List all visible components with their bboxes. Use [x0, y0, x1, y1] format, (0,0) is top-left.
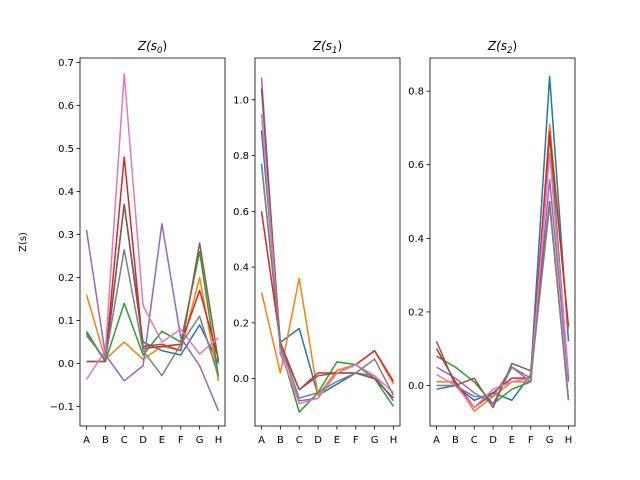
- title-main: Z(s: [487, 39, 507, 53]
- x-tick-label: A: [83, 435, 90, 446]
- y-tick-label: 0.0: [233, 374, 249, 385]
- y-tick-label: 0.5: [58, 144, 74, 155]
- y-tick-label: 0.6: [58, 101, 74, 112]
- series-line-4: [86, 156, 220, 363]
- series-line-5: [85, 222, 220, 412]
- y-tick-label: 0.0: [58, 359, 74, 370]
- y-tick-label: 0.4: [233, 263, 249, 274]
- x-tick-label: D: [489, 435, 497, 446]
- x-tick-label: E: [509, 435, 515, 446]
- plot-frame: [254, 57, 401, 427]
- x-tick-label: C: [296, 435, 303, 446]
- y-tick-label: 0.0: [408, 381, 424, 392]
- x-tick-label: D: [139, 435, 147, 446]
- subplot-title: Z(s1): [312, 39, 342, 56]
- series-line-4: [260, 211, 395, 391]
- series-line-7: [85, 73, 219, 380]
- x-tick-label: D: [314, 435, 322, 446]
- series-line-8: [260, 163, 395, 399]
- title-close: ): [337, 39, 342, 53]
- x-tick-label: A: [433, 435, 440, 446]
- subplot-2: Z(s2) A B C D E F G H 0.0 0.2 0.4 0.6 0.8: [408, 39, 576, 446]
- y-tick-label: 0.6: [233, 207, 249, 218]
- x-tick-label: F: [178, 435, 184, 446]
- subplot-title: Z(s2): [487, 39, 517, 56]
- y-tick-label: 0.1: [58, 316, 74, 327]
- y-tick-label: 0.8: [233, 151, 249, 162]
- series-line-8: [436, 204, 570, 401]
- y-tick-label: 0.4: [408, 234, 424, 245]
- y-tick-label: 0.2: [233, 318, 249, 329]
- y-tick-label: 1.0: [233, 95, 249, 106]
- x-tick-label: G: [546, 435, 554, 446]
- y-tick-label: 0.2: [58, 273, 74, 284]
- series-line-7: [260, 113, 394, 405]
- x-tick-label: G: [196, 435, 204, 446]
- subplot-1: Z(s1) A B C D E F G H 0.0 0.2 0.4 0.6 0.8 1.0: [233, 39, 401, 446]
- series-line-2: [85, 276, 220, 381]
- y-tick-label: 0.8: [408, 87, 424, 98]
- x-tick-label: C: [471, 435, 478, 446]
- y-tick-label: 0.4: [58, 187, 74, 198]
- x-tick-label: F: [528, 435, 534, 446]
- series-line-3: [85, 250, 220, 377]
- x-tick-label: B: [277, 435, 284, 446]
- subplot-title: Z(s0): [137, 39, 167, 56]
- plot-frame: [79, 57, 226, 427]
- x-tick-label: B: [102, 435, 109, 446]
- title-close: ): [512, 39, 517, 53]
- x-tick-label: E: [159, 435, 165, 446]
- series-line-6: [86, 203, 220, 363]
- x-tick-label: C: [121, 435, 128, 446]
- series-line-8: [85, 248, 220, 377]
- x-tick-label: G: [371, 435, 379, 446]
- x-tick-label: E: [334, 435, 340, 446]
- x-tick-label: H: [565, 435, 573, 446]
- title-subscript: 1: [332, 46, 337, 56]
- title-main: Z(s: [312, 39, 332, 53]
- title-close: ): [162, 39, 167, 53]
- subplot-grid: Z(s0)A B C D E F G H−0.10.00.10.20.30.40.50.60.…: [50, 39, 576, 446]
- x-tick-label: F: [353, 435, 359, 446]
- x-tick-label: H: [390, 435, 398, 446]
- y-tick-label: 0.6: [408, 160, 424, 171]
- y-axis-label: Z(s): [18, 232, 29, 252]
- plot-frame: [429, 57, 576, 427]
- series-line-7: [436, 152, 570, 409]
- title-main: Z(s: [137, 39, 157, 53]
- subplot-0: Z(s0) A B C D E F G H −0.1 0.0 0.1 0.2 0.3 0.4 0.5 0.6 0.…: [50, 39, 226, 446]
- title-subscript: 0: [157, 46, 162, 56]
- y-tick-label: 0.2: [408, 307, 424, 318]
- x-tick-label: B: [452, 435, 459, 446]
- y-tick-label: −0.1: [50, 402, 74, 413]
- x-tick-label: H: [215, 435, 223, 446]
- x-tick-label: A: [258, 435, 265, 446]
- y-tick-label: 0.7: [58, 58, 74, 69]
- title-subscript: 2: [507, 46, 512, 56]
- y-tick-label: 0.3: [58, 230, 74, 241]
